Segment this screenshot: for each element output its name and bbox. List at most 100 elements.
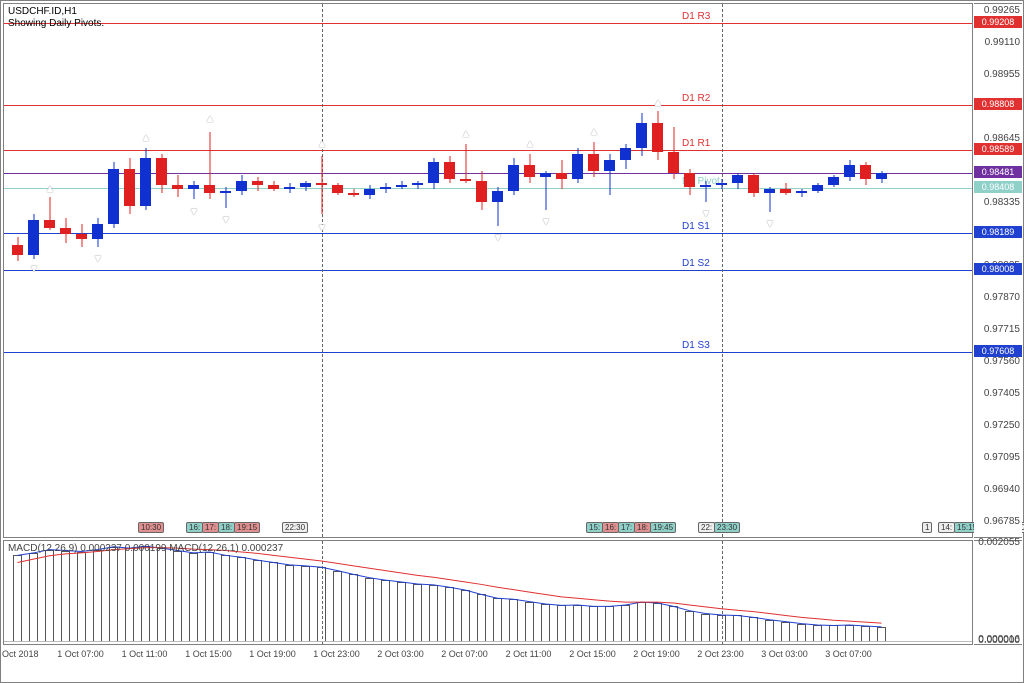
time-marker: 14:: [938, 522, 955, 533]
candle[interactable]: [698, 4, 713, 539]
price-level-box: 0.98008: [974, 263, 1022, 275]
candle-body: [124, 169, 135, 206]
price-ytick: 0.97715: [984, 324, 1020, 335]
candle[interactable]: [90, 4, 105, 539]
candle[interactable]: [666, 4, 681, 539]
fractal-up-icon: ▲: [141, 132, 152, 144]
candle[interactable]: [474, 4, 489, 539]
candle[interactable]: [746, 4, 761, 539]
subtitle: Showing Daily Pivots.: [8, 18, 104, 29]
candle[interactable]: [122, 4, 137, 539]
candle[interactable]: [634, 4, 649, 539]
candle-body: [332, 185, 343, 193]
candle[interactable]: [154, 4, 169, 539]
time-marker: 19:15: [234, 522, 260, 533]
candle[interactable]: [10, 4, 25, 539]
candle-body: [556, 173, 567, 179]
candle[interactable]: [346, 4, 361, 539]
candle-body: [412, 183, 423, 185]
candle[interactable]: [250, 4, 265, 539]
fractal-down-icon: ▼: [93, 253, 104, 265]
candle[interactable]: [730, 4, 745, 539]
candle[interactable]: [794, 4, 809, 539]
candle-body: [860, 165, 871, 179]
candle[interactable]: [330, 4, 345, 539]
candle[interactable]: [282, 4, 297, 539]
candle-body: [364, 189, 375, 195]
candle[interactable]: [762, 4, 777, 539]
candle[interactable]: [522, 4, 537, 539]
candle[interactable]: [138, 4, 153, 539]
candle-body: [156, 158, 167, 185]
candle[interactable]: [586, 4, 601, 539]
candle-body: [300, 183, 311, 187]
macd-panel[interactable]: MACD(12,26,9) 0.000237 0.000199 MACD(12,…: [3, 540, 973, 645]
time-xtick: 1 Oct 2018: [0, 649, 39, 659]
candle-body: [268, 185, 279, 189]
macd-lines: [4, 541, 974, 646]
chart-title: USDCHF.ID,H1 Showing Daily Pivots.: [8, 6, 104, 30]
price-ytick: 0.98955: [984, 69, 1020, 80]
price-ytick: 0.99265: [984, 5, 1020, 16]
candle-body: [220, 191, 231, 193]
candle[interactable]: [314, 4, 329, 539]
price-panel[interactable]: USDCHF.ID,H1 Showing Daily Pivots. D1 R3…: [3, 3, 973, 538]
candle[interactable]: [170, 4, 185, 539]
candle[interactable]: [778, 4, 793, 539]
candle-body: [828, 177, 839, 185]
candle[interactable]: [298, 4, 313, 539]
candle[interactable]: [186, 4, 201, 539]
candle-body: [108, 169, 119, 225]
candle[interactable]: [74, 4, 89, 539]
candle[interactable]: [234, 4, 249, 539]
candle-body: [348, 193, 359, 195]
candle[interactable]: [874, 4, 889, 539]
candle-wick: [465, 144, 466, 183]
candle-body: [60, 228, 71, 234]
candle[interactable]: [858, 4, 873, 539]
candle[interactable]: [842, 4, 857, 539]
candle[interactable]: [602, 4, 617, 539]
candle[interactable]: [714, 4, 729, 539]
candle[interactable]: [106, 4, 121, 539]
time-xtick: 2 Oct 23:00: [697, 649, 744, 659]
candle[interactable]: [218, 4, 233, 539]
candle[interactable]: [394, 4, 409, 539]
candle[interactable]: [618, 4, 633, 539]
candle-body: [12, 245, 23, 255]
candle[interactable]: [506, 4, 521, 539]
candle[interactable]: [410, 4, 425, 539]
candle[interactable]: [202, 4, 217, 539]
macd-ytick: 0.002055: [978, 537, 1020, 548]
candle[interactable]: [378, 4, 393, 539]
candle[interactable]: [682, 4, 697, 539]
time-marker: 18:: [218, 522, 235, 533]
candle[interactable]: [650, 4, 665, 539]
time-marker: 1: [922, 522, 932, 533]
candle-body: [380, 187, 391, 189]
fractal-down-icon: ▼: [189, 206, 200, 218]
candle-body: [396, 185, 407, 187]
time-xtick: 2 Oct 15:00: [569, 649, 616, 659]
price-ytick: 0.97095: [984, 452, 1020, 463]
candle[interactable]: [554, 4, 569, 539]
candle[interactable]: [826, 4, 841, 539]
candle[interactable]: [570, 4, 585, 539]
time-xtick: 1 Oct 15:00: [185, 649, 232, 659]
fractal-down-icon: ▼: [493, 232, 504, 244]
time-marker: 22:30: [282, 522, 308, 533]
candle-wick: [321, 156, 322, 214]
fractal-down-icon: ▼: [221, 214, 232, 226]
candle[interactable]: [58, 4, 73, 539]
candle[interactable]: [442, 4, 457, 539]
candle[interactable]: [810, 4, 825, 539]
candle-body: [652, 123, 663, 152]
candle[interactable]: [362, 4, 377, 539]
candle-body: [252, 181, 263, 185]
candle[interactable]: [490, 4, 505, 539]
candle[interactable]: [458, 4, 473, 539]
candle[interactable]: [42, 4, 57, 539]
candle[interactable]: [426, 4, 441, 539]
candle[interactable]: [538, 4, 553, 539]
candle[interactable]: [266, 4, 281, 539]
